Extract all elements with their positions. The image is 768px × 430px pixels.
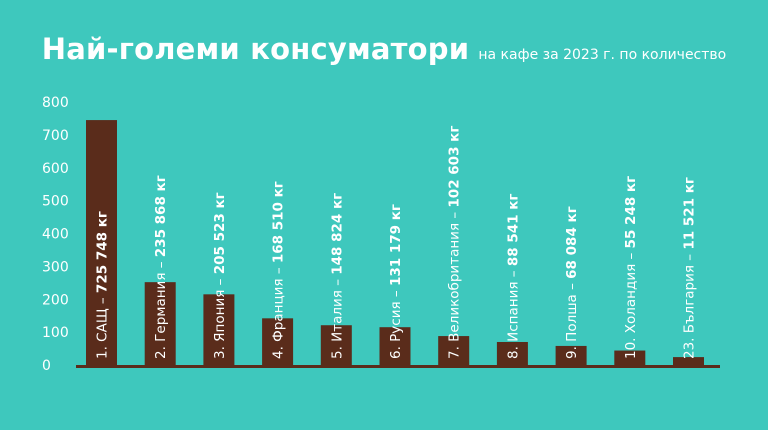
bar-3 (203, 294, 235, 365)
bar-5 (320, 325, 352, 365)
y-tick-label-7: 700 (42, 128, 69, 144)
bar-11 (673, 357, 704, 365)
y-tick-label-0: 0 (42, 358, 51, 374)
bar-category-11: 23. България – (682, 250, 698, 359)
chart-subtitle: на кафе за 2023 г. по количество (478, 47, 727, 63)
bar-category-6: 6. Русия – (388, 286, 404, 359)
x-axis-baseline (76, 365, 720, 368)
y-tick-label-5: 500 (42, 194, 69, 210)
bar-label-6: 6. Русия – 131 179 кг (388, 204, 404, 359)
bar-value-label-2: 235 868 кг (153, 175, 169, 257)
y-tick-label-1: 100 (42, 325, 69, 341)
bar-category-10: 10. Холандия – (623, 248, 639, 359)
bar-value-label-9: 68 084 кг (564, 206, 580, 279)
bar-category-9: 9. Полша – (564, 279, 580, 359)
bar-value-label-4: 168 510 кг (271, 181, 287, 263)
y-tick-label-8: 800 (42, 95, 69, 111)
bar-category-1: 1. САЩ – (95, 293, 111, 359)
bar-label-5: 5. Италия – 148 824 кг (329, 193, 345, 359)
bar-label-8: 8. Испания – 88 541 кг (505, 194, 521, 359)
bar-label-11: 23. България – 11 521 кг (682, 177, 698, 359)
bar-7 (438, 336, 470, 365)
bar-category-3: 3. Япония – (212, 274, 228, 359)
bar-value-label-10: 55 248 кг (623, 176, 639, 249)
bar-label-3: 3. Япония – 205 523 кг (212, 192, 228, 359)
bar-value-label-11: 11 521 кг (682, 177, 698, 250)
bar-label-1: 1. САЩ – 725 748 кг (95, 211, 111, 359)
bar-category-5: 5. Италия – (329, 275, 345, 359)
y-tick-label-2: 200 (42, 292, 69, 308)
bar-value-label-8: 88 541 кг (505, 194, 521, 267)
bar-8 (496, 341, 528, 365)
bar-value-label-5: 148 824 кг (329, 193, 345, 275)
y-tick-label-3: 300 (42, 259, 69, 275)
bar-value-label-7: 102 603 кг (447, 126, 463, 208)
bar-category-8: 8. Испания – (505, 266, 521, 359)
chart-header: Най-големи консуматори на кафе за 2023 г… (0, 32, 768, 66)
bar-10 (614, 350, 646, 365)
bar-value-label-6: 131 179 кг (388, 204, 404, 286)
bar-6 (379, 327, 411, 365)
bar-value-label-1: 725 748 кг (95, 211, 111, 293)
bar-1 (86, 120, 117, 365)
bar-category-7: 7. Великобритания – (447, 208, 463, 359)
bar-9 (555, 345, 587, 365)
bar-category-4: 4. Франция – (271, 263, 287, 359)
y-tick-label-6: 600 (42, 161, 69, 177)
bar-label-9: 9. Полша – 68 084 кг (564, 206, 580, 359)
bar-label-10: 10. Холандия – 55 248 кг (623, 176, 639, 359)
bar-2 (144, 282, 176, 365)
y-tick-label-4: 400 (42, 227, 69, 243)
bar-category-2: 2. Германия – (153, 257, 169, 359)
chart-title: Най-големи консуматори (41, 32, 470, 66)
bar-value-label-3: 205 523 кг (212, 192, 228, 274)
bar-label-2: 2. Германия – 235 868 кг (153, 175, 169, 359)
bar-4 (262, 318, 294, 365)
bar-label-7: 7. Великобритания – 102 603 кг (447, 126, 463, 359)
bar-label-4: 4. Франция – 168 510 кг (271, 181, 287, 359)
